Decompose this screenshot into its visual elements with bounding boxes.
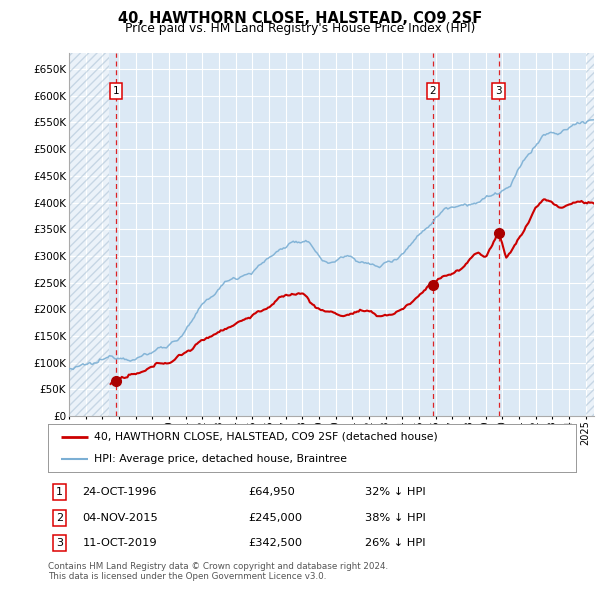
Bar [69, 53, 109, 416]
Text: 1: 1 [56, 487, 63, 497]
Text: 40, HAWTHORN CLOSE, HALSTEAD, CO9 2SF: 40, HAWTHORN CLOSE, HALSTEAD, CO9 2SF [118, 11, 482, 25]
Text: 38% ↓ HPI: 38% ↓ HPI [365, 513, 425, 523]
Text: 24-OCT-1996: 24-OCT-1996 [82, 487, 157, 497]
Text: 2: 2 [56, 513, 63, 523]
Text: Contains HM Land Registry data © Crown copyright and database right 2024.
This d: Contains HM Land Registry data © Crown c… [48, 562, 388, 581]
Text: 1: 1 [113, 86, 119, 96]
Text: 26% ↓ HPI: 26% ↓ HPI [365, 538, 425, 548]
Text: 2: 2 [430, 86, 436, 96]
Text: 11-OCT-2019: 11-OCT-2019 [82, 538, 157, 548]
Text: £64,950: £64,950 [248, 487, 296, 497]
Text: 3: 3 [496, 86, 502, 96]
Text: £342,500: £342,500 [248, 538, 303, 548]
Text: £245,000: £245,000 [248, 513, 303, 523]
Text: HPI: Average price, detached house, Braintree: HPI: Average price, detached house, Brai… [94, 454, 347, 464]
Bar [586, 53, 594, 416]
Text: 32% ↓ HPI: 32% ↓ HPI [365, 487, 425, 497]
Text: 3: 3 [56, 538, 63, 548]
Text: Price paid vs. HM Land Registry's House Price Index (HPI): Price paid vs. HM Land Registry's House … [125, 22, 475, 35]
Text: 40, HAWTHORN CLOSE, HALSTEAD, CO9 2SF (detached house): 40, HAWTHORN CLOSE, HALSTEAD, CO9 2SF (d… [94, 432, 438, 442]
Text: 04-NOV-2015: 04-NOV-2015 [82, 513, 158, 523]
